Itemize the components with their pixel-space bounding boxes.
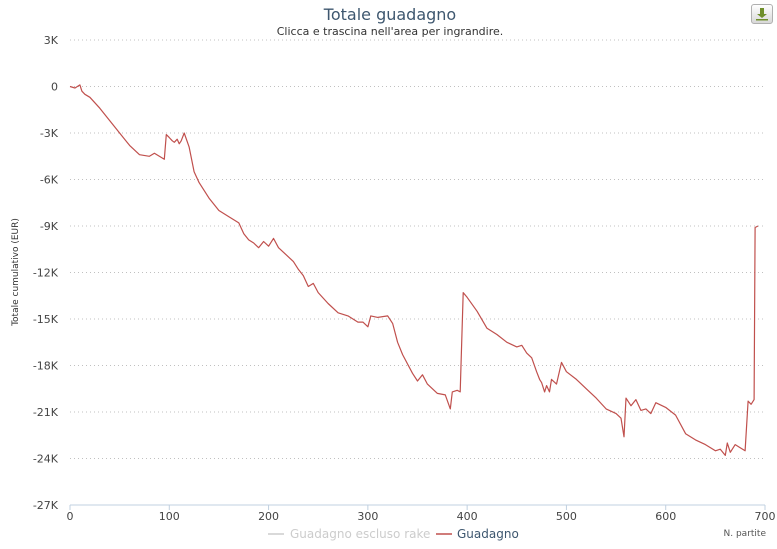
- series-layer: [69, 84, 759, 456]
- x-tick-label: 100: [159, 510, 180, 523]
- x-tick-label: 0: [67, 510, 74, 523]
- x-tick-label: 400: [457, 510, 478, 523]
- legend-item[interactable]: Guadagno: [436, 527, 519, 541]
- legend[interactable]: Guadagno escluso rake Guadagno: [268, 527, 519, 541]
- y-tick-label: -18K: [33, 360, 59, 373]
- y-tick-label: -27K: [33, 499, 59, 512]
- y-tick-label: -9K: [40, 220, 59, 233]
- x-tick-label: 200: [258, 510, 279, 523]
- legend-label: Guadagno escluso rake: [290, 527, 430, 541]
- y-axis: 3K 0 -3K -6K -9K -12K -15K -18K -21K -24K -27K: [33, 34, 59, 512]
- series-line-1[interactable]: [69, 84, 759, 456]
- y-axis-title: Totale cumulativo (EUR): [11, 218, 21, 327]
- x-tick-label: 700: [755, 510, 776, 523]
- y-tick-label: 3K: [44, 34, 59, 47]
- y-tick-label: 0: [51, 81, 58, 94]
- y-tick-label: -24K: [33, 453, 59, 466]
- y-tick-label: -3K: [40, 127, 59, 140]
- legend-label: Guadagno: [457, 527, 519, 541]
- y-tick-label: -12K: [33, 267, 59, 280]
- x-tick-label: 600: [655, 510, 676, 523]
- y-tick-label: -21K: [33, 406, 59, 419]
- x-tick-label: 300: [357, 510, 378, 523]
- export-button[interactable]: [751, 4, 773, 24]
- x-axis-title: N. partite: [724, 529, 767, 539]
- download-icon: [756, 8, 768, 21]
- grid-layer: [70, 39, 765, 459]
- x-tick-label: 500: [556, 510, 577, 523]
- legend-item[interactable]: Guadagno escluso rake: [268, 527, 430, 541]
- chart-subtitle: Clicca e trascina nell'area per ingrandi…: [277, 25, 504, 38]
- y-tick-label: -6K: [40, 174, 59, 187]
- chart-title: Totale guadagno: [323, 5, 456, 24]
- y-tick-label: -15K: [33, 313, 59, 326]
- x-axis: 0 100 200 300 400 500 600 700: [67, 504, 776, 523]
